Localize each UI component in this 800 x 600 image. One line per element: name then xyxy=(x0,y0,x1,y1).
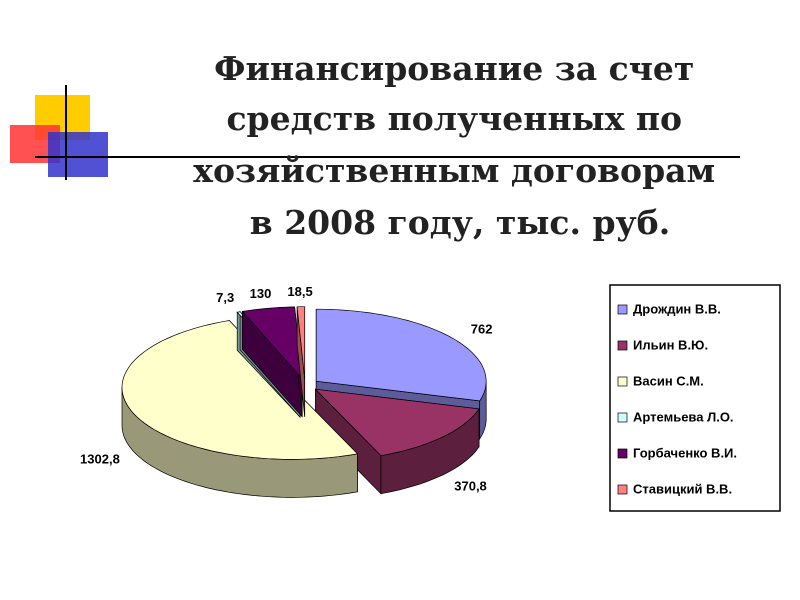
slice xyxy=(296,306,306,417)
slice xyxy=(314,388,480,495)
deco-square xyxy=(48,132,108,177)
legend-swatch xyxy=(617,304,628,315)
legend-label: Ильин В.Ю. xyxy=(633,337,708,352)
legend-swatch xyxy=(617,484,628,495)
legend-label: Артемьева Л.О. xyxy=(633,409,734,424)
title-line: средств полученных по xyxy=(226,99,682,138)
legend-swatch xyxy=(617,448,628,459)
legend-swatch xyxy=(617,376,628,387)
legend-box xyxy=(609,284,781,512)
data-label: 762 xyxy=(471,321,493,336)
data-label: 130 xyxy=(250,286,272,301)
slice-top xyxy=(241,306,303,380)
legend-swatch xyxy=(617,412,628,423)
data-label: 7,3 xyxy=(216,290,234,305)
slice-top xyxy=(314,388,480,456)
legend-label: Горбаченко В.И. xyxy=(633,445,737,460)
title-line: хозяйственным договорам xyxy=(193,151,715,190)
title-line: Финансирование за счет xyxy=(214,49,694,88)
slice xyxy=(241,306,303,418)
legend-swatch xyxy=(617,340,628,351)
slice-top xyxy=(121,320,359,460)
data-label: 18,5 xyxy=(287,284,312,299)
legend-label: Васин С.М. xyxy=(633,373,704,388)
slice-top xyxy=(315,308,487,402)
legend-label: Ставицкий В.В. xyxy=(633,481,732,496)
data-label: 1302,8 xyxy=(80,451,120,466)
data-label: 370,8 xyxy=(454,479,487,494)
legend-label: Дрождин В.В. xyxy=(633,301,721,316)
title-line: в 2008 году, тыс. руб. xyxy=(250,203,670,242)
chart-title: Финансирование за счет средств полученны… xyxy=(193,49,726,242)
slice-top xyxy=(296,306,306,379)
